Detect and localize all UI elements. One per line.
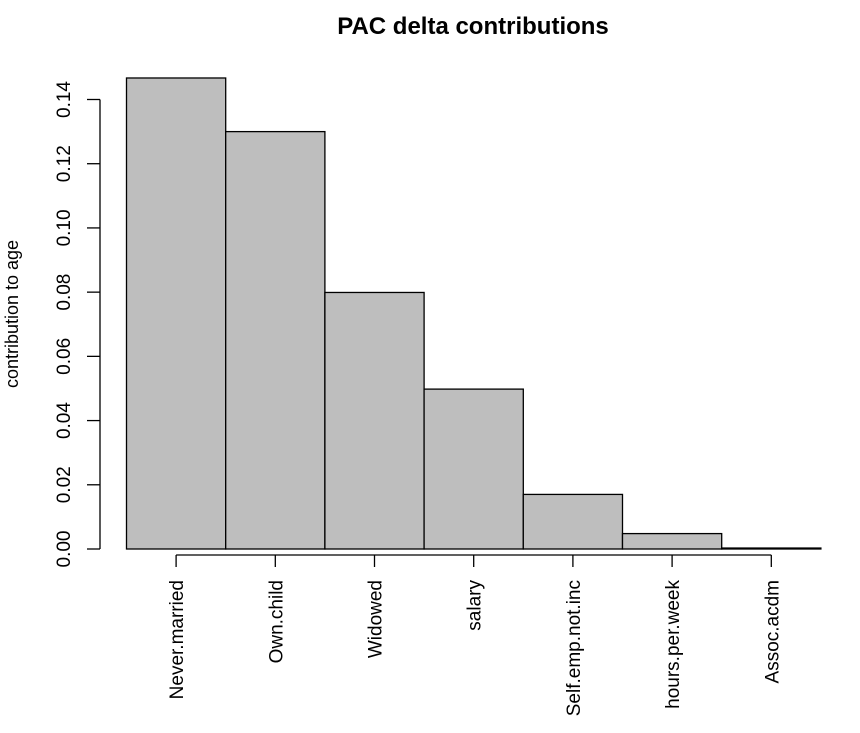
y-tick-label: 0.02 (54, 466, 75, 503)
y-tick-label: 0.08 (54, 274, 75, 311)
bar-never-married (125, 77, 227, 550)
x-tick-label: Assoc.acdm (762, 580, 783, 683)
y-tick-label: 0.06 (54, 338, 75, 375)
bar-hours-per-week (621, 532, 723, 550)
y-tick-label: 0.14 (54, 81, 75, 118)
bars-group (125, 77, 822, 550)
x-tick-label: Own.child (266, 580, 287, 663)
x-tick-label: Never.married (167, 580, 188, 699)
y-axis: 0.00 0.02 0.04 0.06 0.08 0.10 0.12 0.14 (54, 81, 101, 568)
x-tick-label: salary (465, 580, 486, 631)
bar-salary (423, 388, 524, 550)
x-tick-label: Self.emp.not.inc (564, 580, 585, 716)
y-tick-label: 0.04 (54, 402, 75, 439)
bar-assoc-acdm (721, 547, 822, 550)
y-axis-label: contribution to age (2, 240, 22, 388)
bar-self-emp-not-inc (522, 493, 624, 550)
y-tick-label: 0.12 (54, 145, 75, 182)
bar-own-child (225, 130, 326, 550)
y-tick-label: 0.00 (54, 531, 75, 568)
y-tick-label: 0.10 (54, 209, 75, 246)
x-axis: Never.married Own.child Widowed salary Self.… (167, 554, 783, 716)
x-tick-label: Widowed (366, 580, 387, 658)
x-tick-label: hours.per.week (663, 580, 684, 709)
bar-widowed (324, 291, 425, 550)
chart-title: PAC delta contributions (337, 13, 609, 40)
